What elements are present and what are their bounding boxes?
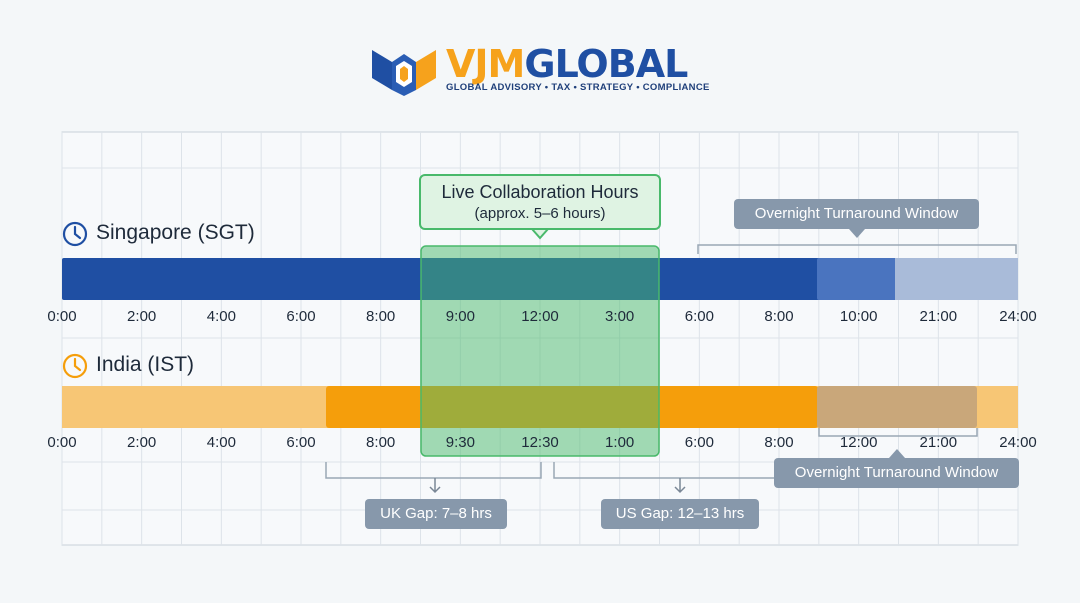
ist-tick-label: 4:00 xyxy=(206,434,236,451)
ist-tick-label: 6:00 xyxy=(286,434,316,451)
sgt-overnight-bracket xyxy=(697,244,1017,254)
brand-name-part2: GLOBAL xyxy=(524,42,688,86)
live-collaboration-callout: Live Collaboration Hours (approx. 5–6 ho… xyxy=(419,174,661,230)
clock-icon xyxy=(62,353,88,379)
logo-mark-icon xyxy=(372,50,436,96)
us-gap-arrow xyxy=(674,478,686,494)
singapore-label: Singapore (SGT) xyxy=(96,221,255,244)
ist-tick-label: 21:00 xyxy=(919,434,958,451)
ist-tick-label: 9:30 xyxy=(445,434,475,451)
sgt-tick-label: 9:00 xyxy=(445,308,475,325)
us-gap-label: US Gap: 12–13 hrs xyxy=(601,499,759,529)
brand-logo: VJMGLOBAL GLOBAL ADVISORY • TAX • STRATE… xyxy=(372,42,712,96)
sgt-tick-label: 4:00 xyxy=(206,308,236,325)
sgt-tick-label: 3:00 xyxy=(605,308,635,325)
sgt-tick-label: 6:00 xyxy=(286,308,316,325)
uk-gap-arrow xyxy=(429,478,441,494)
sgt-tick-label: 12:00 xyxy=(521,308,559,325)
sgt-tick-label: 8:00 xyxy=(366,308,396,325)
ist-tick-label: 12:00 xyxy=(839,434,878,451)
ist-tick-label: 8:00 xyxy=(366,434,396,451)
ist-tick-label: 12:30 xyxy=(521,434,559,451)
sgt-bar-overnight-light xyxy=(895,258,1018,300)
ist-callout-pointer xyxy=(889,449,905,458)
brand-wordmark: VJMGLOBAL xyxy=(446,42,688,86)
uk-gap-label: UK Gap: 7–8 hrs xyxy=(365,499,507,529)
sgt-callout-pointer xyxy=(849,229,865,238)
ist-bar-overnight xyxy=(817,386,977,428)
sgt-bar-overnight-mid xyxy=(817,258,897,300)
brand-tagline: GLOBAL ADVISORY • TAX • STRATEGY • COMPL… xyxy=(446,82,710,93)
clock-icon xyxy=(62,221,88,247)
brand-name-part1: VJM xyxy=(446,42,525,86)
live-title: Live Collaboration Hours xyxy=(441,182,639,202)
ist-tick-label: 2:00 xyxy=(127,434,157,451)
uk-gap-bracket xyxy=(325,462,542,479)
live-overlap-window xyxy=(420,245,660,457)
live-subtitle: (approx. 5–6 hours) xyxy=(474,205,606,222)
sgt-tick-label: 21:00 xyxy=(919,308,958,325)
live-callout-pointer xyxy=(531,228,549,240)
ist-tick-label: 1:00 xyxy=(605,434,635,451)
sgt-tick-label: 24:00 xyxy=(999,308,1037,325)
ist-overnight-callout: Overnight Turnaround Window xyxy=(774,458,1019,488)
ist-tick-label: 0:00 xyxy=(47,434,77,451)
india-label: India (IST) xyxy=(96,353,195,376)
sgt-tick-label: 2:00 xyxy=(127,308,157,325)
ist-tick-label: 6:00 xyxy=(684,434,714,451)
sgt-tick-label: 8:00 xyxy=(764,308,794,325)
ist-tick-label: 8:00 xyxy=(764,434,794,451)
ist-tick-label: 24:00 xyxy=(999,434,1037,451)
sgt-tick-label: 6:00 xyxy=(684,308,714,325)
ist-overnight-bracket xyxy=(818,428,978,437)
sgt-tick-label: 10:00 xyxy=(839,308,878,325)
us-gap-bracket xyxy=(553,462,779,479)
sgt-overnight-callout: Overnight Turnaround Window xyxy=(734,199,979,229)
sgt-tick-label: 0:00 xyxy=(47,308,77,325)
